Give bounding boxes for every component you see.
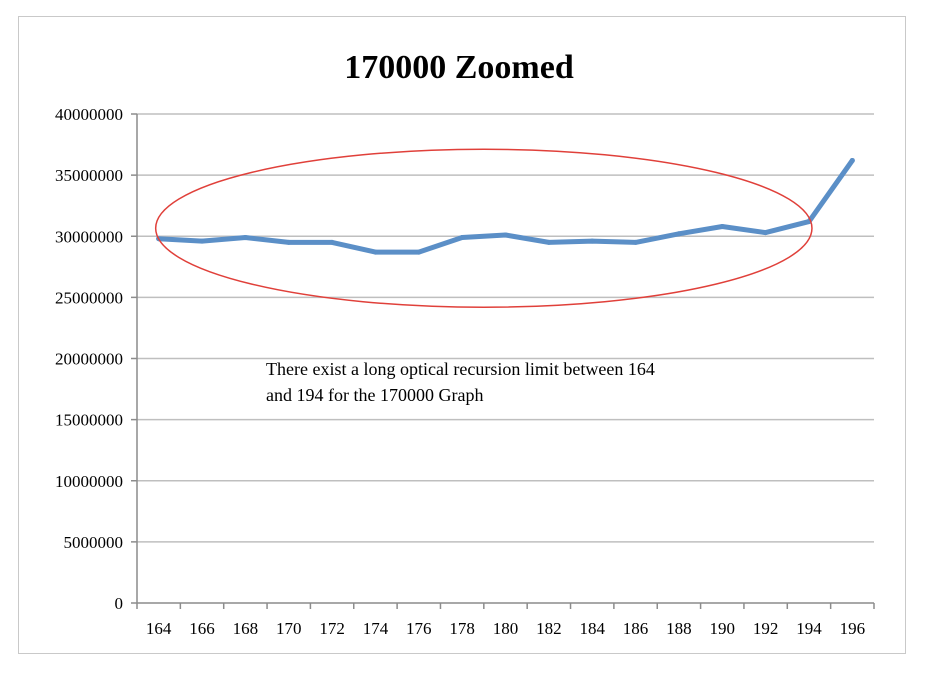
x-tick-labels: 164 166 168 170 172 174 176 178 180 182 184 186 188 1…: [146, 619, 865, 638]
x-tick-label-7: 178: [449, 619, 475, 638]
annotation-line-2: and 194 for the 170000 Graph: [266, 385, 483, 405]
series-point-0-13: [719, 223, 725, 229]
x-tick-label-2: 168: [233, 619, 259, 638]
series: [156, 157, 855, 255]
x-tick-label-16: 196: [840, 619, 866, 638]
x-tick-label-15: 194: [796, 619, 822, 638]
y-tick-label-3: 15000000: [55, 411, 123, 430]
series-point-0-3: [286, 239, 292, 245]
series-point-0-7: [459, 234, 465, 240]
series-line-0: [156, 158, 855, 255]
series-point-0-14: [763, 230, 769, 236]
y-tick-label-6: 30000000: [55, 227, 123, 246]
chart-title: 170000 Zoomed: [344, 49, 574, 86]
x-tick-label-5: 174: [363, 619, 389, 638]
series-point-0-9: [546, 239, 552, 245]
y-tick-label-0: 0: [115, 594, 124, 613]
x-tick-label-10: 184: [579, 619, 605, 638]
annotation: There exist a long optical recursion lim…: [154, 148, 813, 405]
y-tick-label-1: 5000000: [64, 533, 124, 552]
y-tick-label-7: 35000000: [55, 166, 123, 185]
x-tick-label-6: 176: [406, 619, 432, 638]
x-tick-label-11: 186: [623, 619, 649, 638]
y-tick-label-8: 40000000: [55, 105, 123, 124]
chart-frame: [18, 16, 906, 654]
x-tick-label-9: 182: [536, 619, 562, 638]
x-tick-label-8: 180: [493, 619, 519, 638]
axes: [131, 113, 875, 609]
x-tick-label-14: 192: [753, 619, 779, 638]
x-tick-label-0: 164: [146, 619, 172, 638]
y-tick-labels: 0 5000000 10000000 15000000 20000000 25000000…: [55, 105, 123, 613]
series-point-0-6: [416, 249, 422, 255]
x-tick-label-3: 170: [276, 619, 302, 638]
series-point-0-16: [849, 157, 855, 163]
x-tick-label-12: 188: [666, 619, 692, 638]
series-point-0-12: [676, 231, 682, 237]
x-tick-label-4: 172: [319, 619, 345, 638]
x-tick-label-13: 190: [710, 619, 736, 638]
highlight-ellipse: [154, 148, 813, 308]
series-point-0-2: [242, 234, 248, 240]
y-tick-label-2: 10000000: [55, 472, 123, 491]
y-tick-label-5: 25000000: [55, 288, 123, 307]
series-point-0-1: [199, 238, 205, 244]
x-tick-label-1: 166: [189, 619, 215, 638]
annotation-line-1: There exist a long optical recursion lim…: [266, 359, 655, 379]
series-point-0-4: [329, 239, 335, 245]
gridlines: [137, 113, 874, 543]
y-tick-label-4: 20000000: [55, 350, 123, 369]
series-point-0-5: [372, 249, 378, 255]
series-point-0-8: [503, 232, 508, 238]
series-point-0-11: [633, 239, 639, 245]
series-point-0-10: [589, 238, 595, 244]
